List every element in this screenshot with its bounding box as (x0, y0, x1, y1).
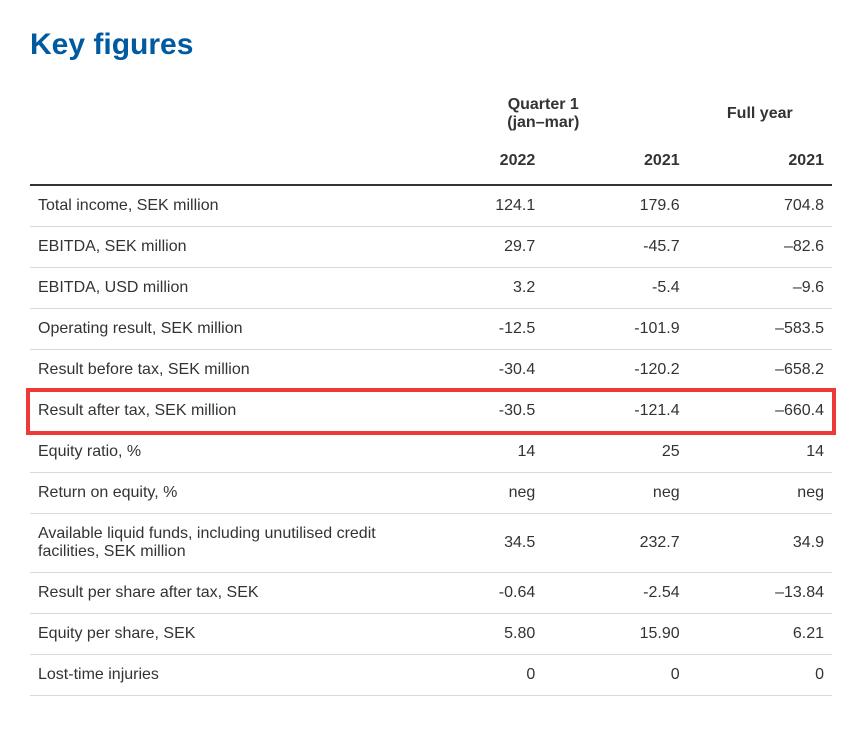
table-row: Lost-time injuries000 (30, 655, 832, 696)
cell-q1-2022: 5.80 (399, 614, 543, 655)
cell-q1-2022: -30.4 (399, 350, 543, 391)
cell-q1-2021: 0 (543, 655, 687, 696)
table-row: Available liquid funds, including unutil… (30, 514, 832, 573)
cell-q1-2022: 14 (399, 432, 543, 473)
cell-q1-2022: 29.7 (399, 227, 543, 268)
cell-q1-2021: -2.54 (543, 573, 687, 614)
cell-q1-2021: -120.2 (543, 350, 687, 391)
cell-fy-2021: –82.6 (688, 227, 832, 268)
table-row: Result per share after tax, SEK-0.64-2.5… (30, 573, 832, 614)
cell-q1-2021: -5.4 (543, 268, 687, 309)
cell-q1-2021: 25 (543, 432, 687, 473)
table-row: EBITDA, USD million3.2-5.4–9.6 (30, 268, 832, 309)
header-group-q1-line2: (jan–mar) (407, 114, 680, 132)
row-label: EBITDA, USD million (30, 268, 399, 309)
row-label: Result after tax, SEK million (30, 391, 399, 432)
header-group-quarter: Quarter 1 (jan–mar) (399, 90, 688, 134)
cell-q1-2022: -30.5 (399, 391, 543, 432)
cell-fy-2021: –13.84 (688, 573, 832, 614)
cell-q1-2021: 232.7 (543, 514, 687, 573)
cell-fy-2021: 34.9 (688, 514, 832, 573)
cell-fy-2021: neg (688, 473, 832, 514)
row-label: Return on equity, % (30, 473, 399, 514)
cell-q1-2022: -12.5 (399, 309, 543, 350)
table-row: Equity per share, SEK5.8015.906.21 (30, 614, 832, 655)
key-figures-table: Quarter 1 (jan–mar) Full year 2022 2021 … (30, 90, 832, 696)
table-row: Return on equity, %negnegneg (30, 473, 832, 514)
cell-fy-2021: –658.2 (688, 350, 832, 391)
cell-q1-2022: 0 (399, 655, 543, 696)
header-group-q1-line1: Quarter 1 (407, 96, 680, 114)
table-body: Total income, SEK million124.1179.6704.8… (30, 185, 832, 696)
table-row: Total income, SEK million124.1179.6704.8 (30, 185, 832, 227)
table-container: Quarter 1 (jan–mar) Full year 2022 2021 … (30, 90, 832, 696)
row-label: EBITDA, SEK million (30, 227, 399, 268)
row-label: Available liquid funds, including unutil… (30, 514, 399, 573)
cell-fy-2021: 704.8 (688, 185, 832, 227)
cell-fy-2021: –583.5 (688, 309, 832, 350)
header-year-0: 2022 (399, 134, 543, 185)
cell-q1-2022: -0.64 (399, 573, 543, 614)
header-group-fullyear: Full year (688, 90, 832, 134)
header-blank-years (30, 134, 399, 185)
header-year-2: 2021 (688, 134, 832, 185)
cell-fy-2021: –660.4 (688, 391, 832, 432)
cell-fy-2021: 0 (688, 655, 832, 696)
page-title: Key figures (30, 28, 832, 62)
table-row: Equity ratio, %142514 (30, 432, 832, 473)
table-row: EBITDA, SEK million29.7-45.7–82.6 (30, 227, 832, 268)
table-row: Operating result, SEK million-12.5-101.9… (30, 309, 832, 350)
row-label: Lost-time injuries (30, 655, 399, 696)
cell-q1-2021: -45.7 (543, 227, 687, 268)
cell-q1-2021: 179.6 (543, 185, 687, 227)
header-blank (30, 90, 399, 134)
cell-fy-2021: 6.21 (688, 614, 832, 655)
table-row: Result before tax, SEK million-30.4-120.… (30, 350, 832, 391)
row-label: Total income, SEK million (30, 185, 399, 227)
cell-q1-2022: 3.2 (399, 268, 543, 309)
cell-q1-2021: 15.90 (543, 614, 687, 655)
cell-q1-2021: neg (543, 473, 687, 514)
header-year-1: 2021 (543, 134, 687, 185)
cell-q1-2022: 124.1 (399, 185, 543, 227)
cell-q1-2022: 34.5 (399, 514, 543, 573)
cell-fy-2021: 14 (688, 432, 832, 473)
table-row: Result after tax, SEK million-30.5-121.4… (30, 391, 832, 432)
cell-q1-2021: -121.4 (543, 391, 687, 432)
cell-q1-2021: -101.9 (543, 309, 687, 350)
row-label: Result before tax, SEK million (30, 350, 399, 391)
cell-fy-2021: –9.6 (688, 268, 832, 309)
cell-q1-2022: neg (399, 473, 543, 514)
row-label: Result per share after tax, SEK (30, 573, 399, 614)
row-label: Equity per share, SEK (30, 614, 399, 655)
row-label: Operating result, SEK million (30, 309, 399, 350)
row-label: Equity ratio, % (30, 432, 399, 473)
